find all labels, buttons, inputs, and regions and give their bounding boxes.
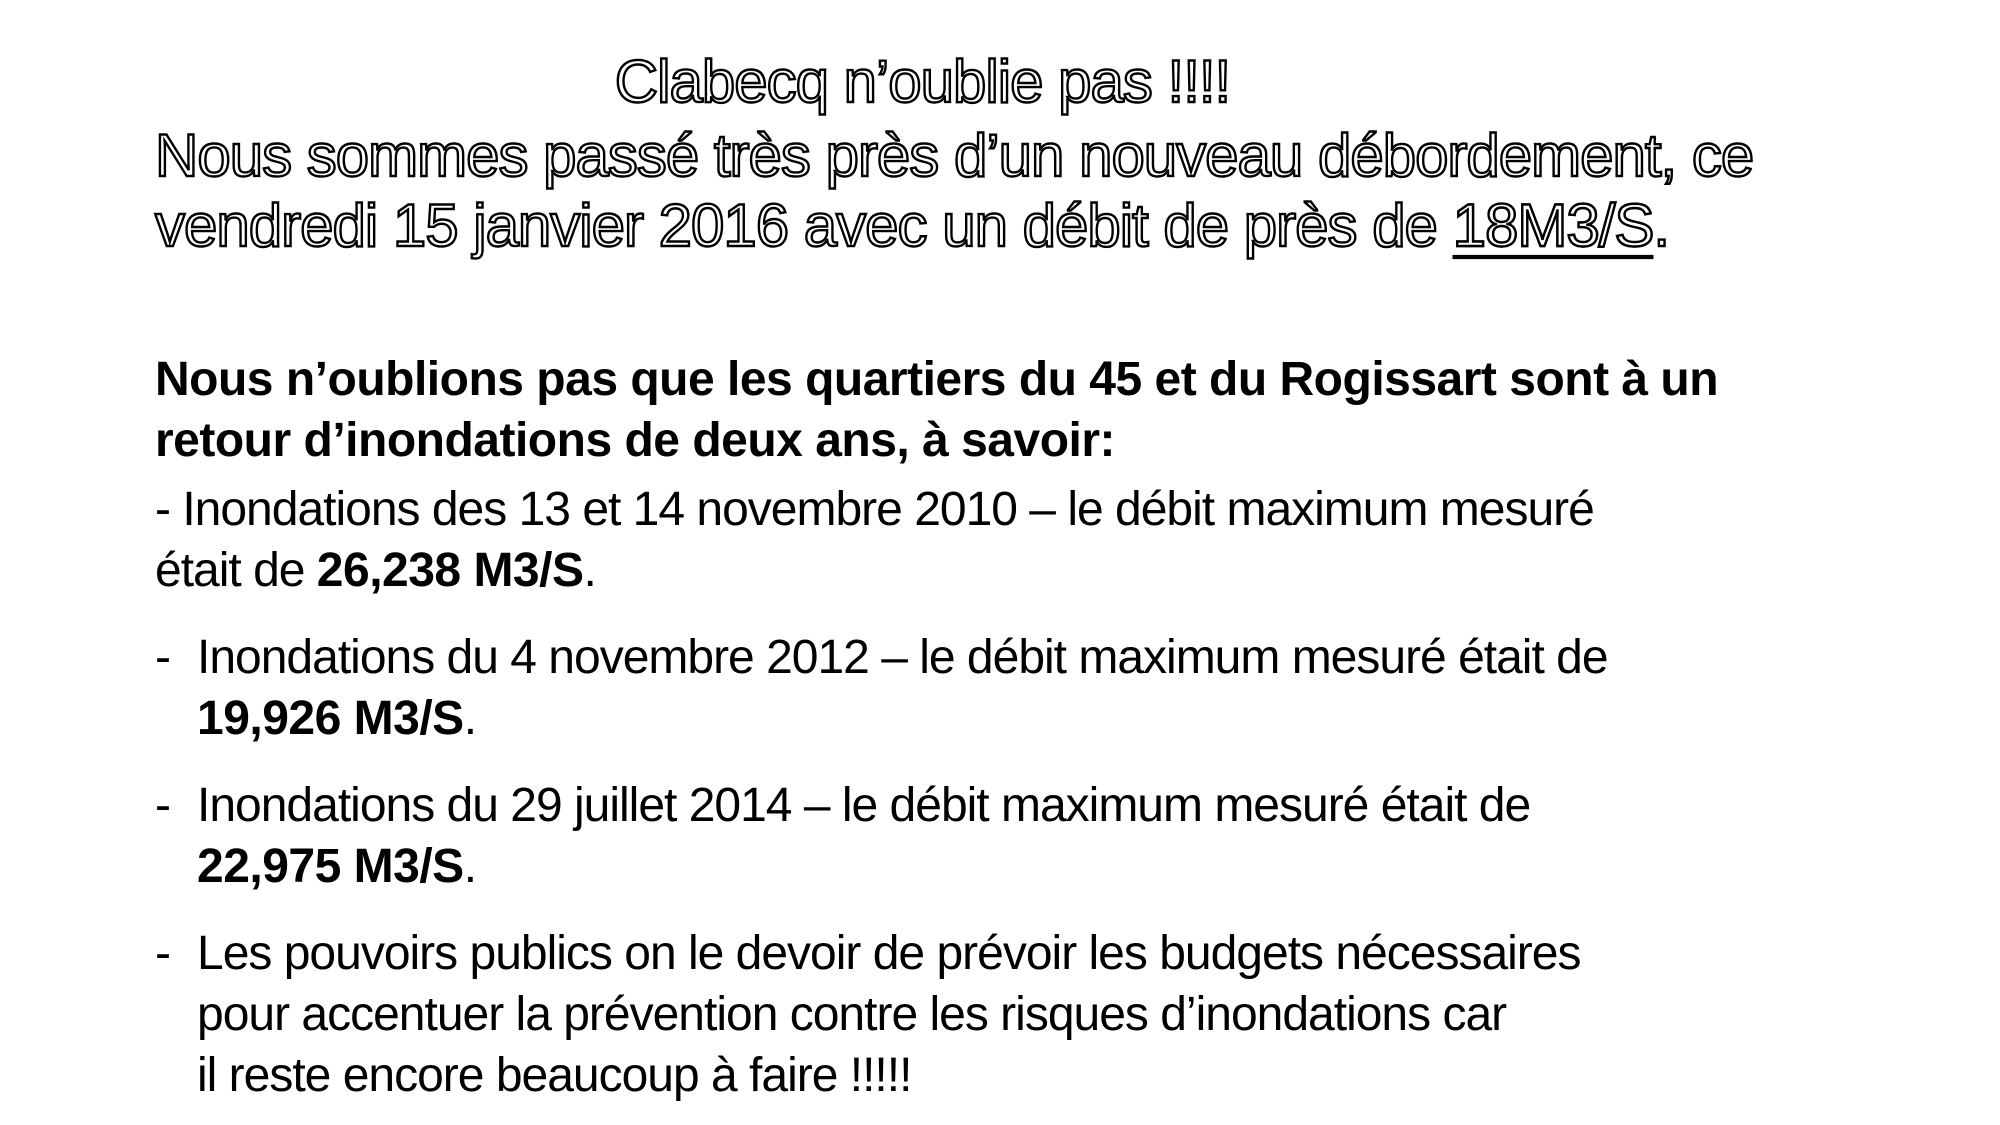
text-run: était de [155, 544, 317, 597]
text-run: vendredi 15 janvier 2016 avec un débit d… [154, 191, 1453, 260]
slide-subtitle: Nous sommes passé très près d’un nouveau… [154, 121, 1940, 261]
paragraph-line: il reste encore beaucoup à faire !!!!! [197, 1045, 1945, 1106]
paragraph-line: Nous sommes passé très près d’un nouveau… [154, 121, 1940, 191]
bullet-dash: - [155, 631, 171, 684]
paragraph-line: - Inondations des 13 et 14 novembre 2010… [155, 479, 1945, 540]
text-run: 26,238 M3/S [316, 544, 584, 597]
bullet-dash: - [155, 779, 171, 832]
paragraph-line: était de 26,238 M3/S. [155, 540, 1945, 601]
paragraph: - Inondations du 29 juillet 2014 – le déb… [155, 775, 1945, 897]
text-run: 19,926 M3/S [197, 692, 464, 745]
header: Clabecq n’oublie pas !!!! Nous sommes pa… [0, 0, 2000, 261]
text-run: . [463, 840, 477, 893]
text-run: Inondations du 29 juillet 2014 – le débi… [197, 779, 1531, 832]
paragraph-lines: Inondations du 29 juillet 2014 – le débi… [197, 775, 1945, 897]
paragraph-line: Nous n’oublions pas que les quartiers du… [155, 349, 1945, 410]
text-run: . [463, 692, 477, 745]
body-text: Nous n’oublions pas que les quartiers du… [0, 349, 2000, 1106]
paragraph: - Inondations du 4 novembre 2012 – le déb… [155, 627, 1945, 749]
paragraph: - Les pouvoirs publics on le devoir de pr… [155, 923, 1945, 1106]
text-run: Inondations du 4 novembre 2012 – le débi… [197, 631, 1609, 684]
text-run: 22,975 M3/S [197, 840, 464, 893]
text-run: retour d’inondations de deux ans, à savo… [155, 414, 1116, 467]
paragraph-line: vendredi 15 janvier 2016 avec un débit d… [154, 191, 1940, 261]
paragraph-line: retour d’inondations de deux ans, à savo… [155, 410, 1945, 471]
paragraph-lines: Inondations du 4 novembre 2012 – le débi… [197, 627, 1945, 749]
paragraph-line: pour accentuer la prévention contre les … [197, 984, 1945, 1045]
text-run: il reste encore beaucoup à faire !!!!! [197, 1049, 912, 1102]
bullet-dash: - [155, 927, 171, 980]
text-run: . [583, 544, 596, 597]
text-run: 18M3/S [1451, 191, 1655, 260]
text-run: Nous sommes passé très près d’un nouveau… [154, 121, 1756, 190]
paragraph: - Inondations des 13 et 14 novembre 2010… [155, 479, 1945, 601]
paragraph-line: Inondations du 29 juillet 2014 – le débi… [197, 775, 1945, 836]
paragraph-line: Inondations du 4 novembre 2012 – le débi… [197, 627, 1945, 688]
paragraph-lines: Les pouvoirs publics on le devoir de pré… [197, 923, 1945, 1106]
paragraph-line: 22,975 M3/S. [197, 836, 1945, 897]
text-run: . [1652, 191, 1671, 260]
text-run: Les pouvoirs publics on le devoir de pré… [197, 927, 1581, 980]
slide-title: Clabecq n’oublie pas !!!! [614, 47, 1233, 116]
text-run: Nous n’oublions pas que les quartiers du… [155, 353, 1719, 406]
paragraph: Nous n’oublions pas que les quartiers du… [155, 349, 1945, 471]
text-run: pour accentuer la prévention contre les … [197, 988, 1507, 1041]
text-run: - Inondations des 13 et 14 novembre 2010… [155, 483, 1595, 536]
paragraph-line: Les pouvoirs publics on le devoir de pré… [197, 923, 1945, 984]
paragraph-line: 19,926 M3/S. [197, 688, 1945, 749]
